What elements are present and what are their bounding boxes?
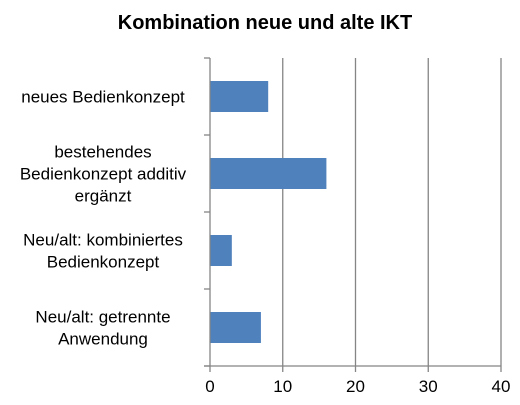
label-layer: 0 10 20 30 40 neues Bedienkonzept bestehendes B… bbox=[20, 88, 511, 397]
axis-layer bbox=[204, 57, 502, 372]
bar-layer bbox=[210, 81, 327, 343]
category-label-0-line-0: neues Bedienkonzept bbox=[21, 88, 185, 107]
x-tick-label-40: 40 bbox=[492, 377, 511, 396]
x-tick-label-0: 0 bbox=[205, 377, 214, 396]
bar-1 bbox=[210, 158, 327, 189]
bar-0 bbox=[210, 81, 269, 112]
grid-layer bbox=[282, 58, 502, 366]
bar-2 bbox=[210, 235, 232, 266]
category-label-3-line-0: Neu/alt: getrennte bbox=[35, 308, 170, 327]
category-label-1-line-0: bestehendes bbox=[54, 143, 151, 162]
chart-title: Kombination neue und alte IKT bbox=[118, 12, 412, 34]
bar-3 bbox=[210, 312, 261, 343]
x-tick-label-20: 20 bbox=[346, 377, 365, 396]
x-tick-label-10: 10 bbox=[273, 377, 292, 396]
category-label-3-line-1: Anwendung bbox=[58, 330, 148, 349]
category-label-1-line-2: ergänzt bbox=[75, 187, 132, 206]
category-label-2-line-0: Neu/alt: kombiniertes bbox=[23, 231, 183, 250]
category-label-2-line-1: Bedienkonzept bbox=[47, 253, 160, 272]
x-tick-label-30: 30 bbox=[419, 377, 438, 396]
category-label-1-line-1: Bedienkonzept additiv bbox=[20, 165, 187, 184]
